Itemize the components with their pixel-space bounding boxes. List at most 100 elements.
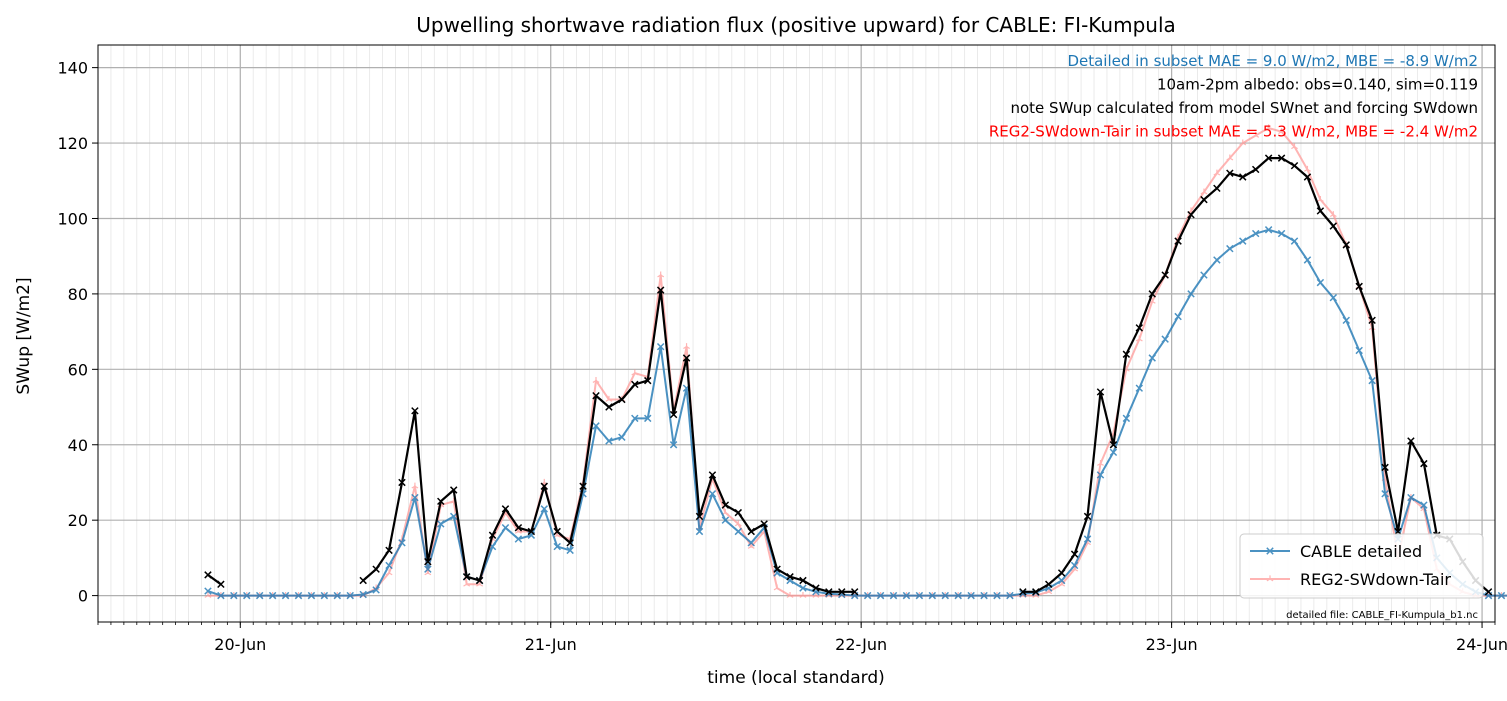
y-tick-label: 60 [68, 360, 88, 379]
data-point [1355, 282, 1363, 291]
legend-label: CABLE detailed [1300, 542, 1422, 561]
data-point [230, 591, 238, 600]
data-point [850, 588, 859, 596]
data-point [346, 591, 354, 600]
annotation-1: Detailed in subset MAE = 9.0 W/m2, MBE =… [1067, 52, 1478, 70]
data-point [747, 527, 755, 536]
data-point [488, 531, 497, 539]
annotation-4: REG2-SWdown-Tair in subset MAE = 5.3 W/m… [989, 123, 1478, 141]
data-point [1109, 441, 1118, 449]
data-point [1304, 165, 1311, 172]
data-point [1083, 535, 1092, 543]
data-point [1226, 244, 1234, 253]
data-point [1290, 237, 1299, 245]
data-point [1342, 241, 1350, 249]
y-tick-label: 80 [68, 285, 88, 304]
data-point [1420, 501, 1428, 509]
series-line [207, 228, 1507, 597]
data-point [411, 407, 419, 415]
data-point [683, 343, 690, 350]
data-point [695, 512, 704, 521]
data-point [1497, 591, 1506, 600]
data-point [411, 493, 419, 502]
data-point [734, 520, 742, 527]
data-point [1187, 290, 1195, 298]
data-point [1213, 184, 1221, 193]
y-tick-label: 100 [57, 209, 88, 228]
data-point [1161, 271, 1169, 279]
data-point [1135, 324, 1144, 332]
data-point [204, 592, 212, 598]
data-point [760, 520, 768, 528]
data-point [1122, 350, 1131, 358]
data-point [385, 561, 393, 570]
data-point [540, 505, 548, 513]
grid [97, 45, 1496, 622]
data-point [838, 588, 846, 596]
data-point [1213, 256, 1221, 264]
data-point [540, 482, 548, 490]
data-point [708, 490, 717, 498]
data-point [1239, 173, 1247, 181]
data-point [411, 482, 419, 489]
data-point [385, 569, 393, 576]
data-point [863, 591, 872, 600]
x-tick-label: 21-Jun [525, 635, 577, 654]
data-point [1239, 139, 1247, 146]
data-point [1251, 229, 1260, 238]
axes: 20-Jun 21-Jun 22-Jun 23-Jun 24-Jun 0 20 40 60 80 1… [57, 44, 1507, 654]
data-point [204, 587, 212, 595]
data-point [463, 580, 471, 587]
data-point [967, 591, 975, 600]
data-point [527, 527, 536, 536]
data-point [799, 592, 807, 598]
data-point [928, 591, 937, 600]
data-point [1265, 124, 1273, 131]
data-point [333, 591, 342, 600]
data-point [631, 414, 639, 423]
data-point [398, 539, 406, 547]
data-point [1148, 354, 1156, 362]
y-tick-label: 120 [57, 134, 88, 153]
data-point [1381, 463, 1389, 472]
x-tick-label: 23-Jun [1146, 635, 1198, 654]
legend-marker [1266, 547, 1274, 555]
data-point [1264, 154, 1273, 162]
data-point [773, 565, 781, 573]
data-point [424, 565, 432, 573]
data-point [605, 437, 613, 445]
data-point [954, 591, 962, 600]
data-point [812, 584, 820, 592]
data-point [747, 539, 755, 547]
data-point [669, 441, 678, 449]
data-point [243, 591, 251, 600]
data-point [799, 584, 807, 592]
data-point [514, 535, 523, 543]
data-point [1213, 169, 1221, 176]
data-point [1329, 211, 1337, 218]
data-point [1264, 226, 1273, 234]
data-point [1420, 459, 1428, 468]
data-point [773, 584, 781, 591]
data-point [825, 588, 833, 596]
data-point [1109, 448, 1118, 457]
legend-entry-cable-detailed [1250, 547, 1290, 555]
data-point [1135, 384, 1144, 392]
data-point [1096, 471, 1105, 479]
data-point [372, 565, 380, 573]
data-point [941, 591, 949, 600]
data-point [1070, 561, 1079, 570]
data-point [1057, 576, 1066, 585]
data-point [1200, 271, 1208, 279]
data-point [1032, 588, 1040, 596]
data-point [1045, 580, 1053, 589]
data-point [889, 591, 898, 600]
data-point [359, 576, 367, 585]
legend-label: REG2-SWdown-Tair [1300, 570, 1451, 589]
annotations: Detailed in subset MAE = 9.0 W/m2, MBE =… [989, 52, 1478, 141]
data-point [1226, 169, 1234, 177]
data-point [734, 508, 743, 517]
data-point [449, 486, 458, 494]
data-point [786, 592, 794, 598]
